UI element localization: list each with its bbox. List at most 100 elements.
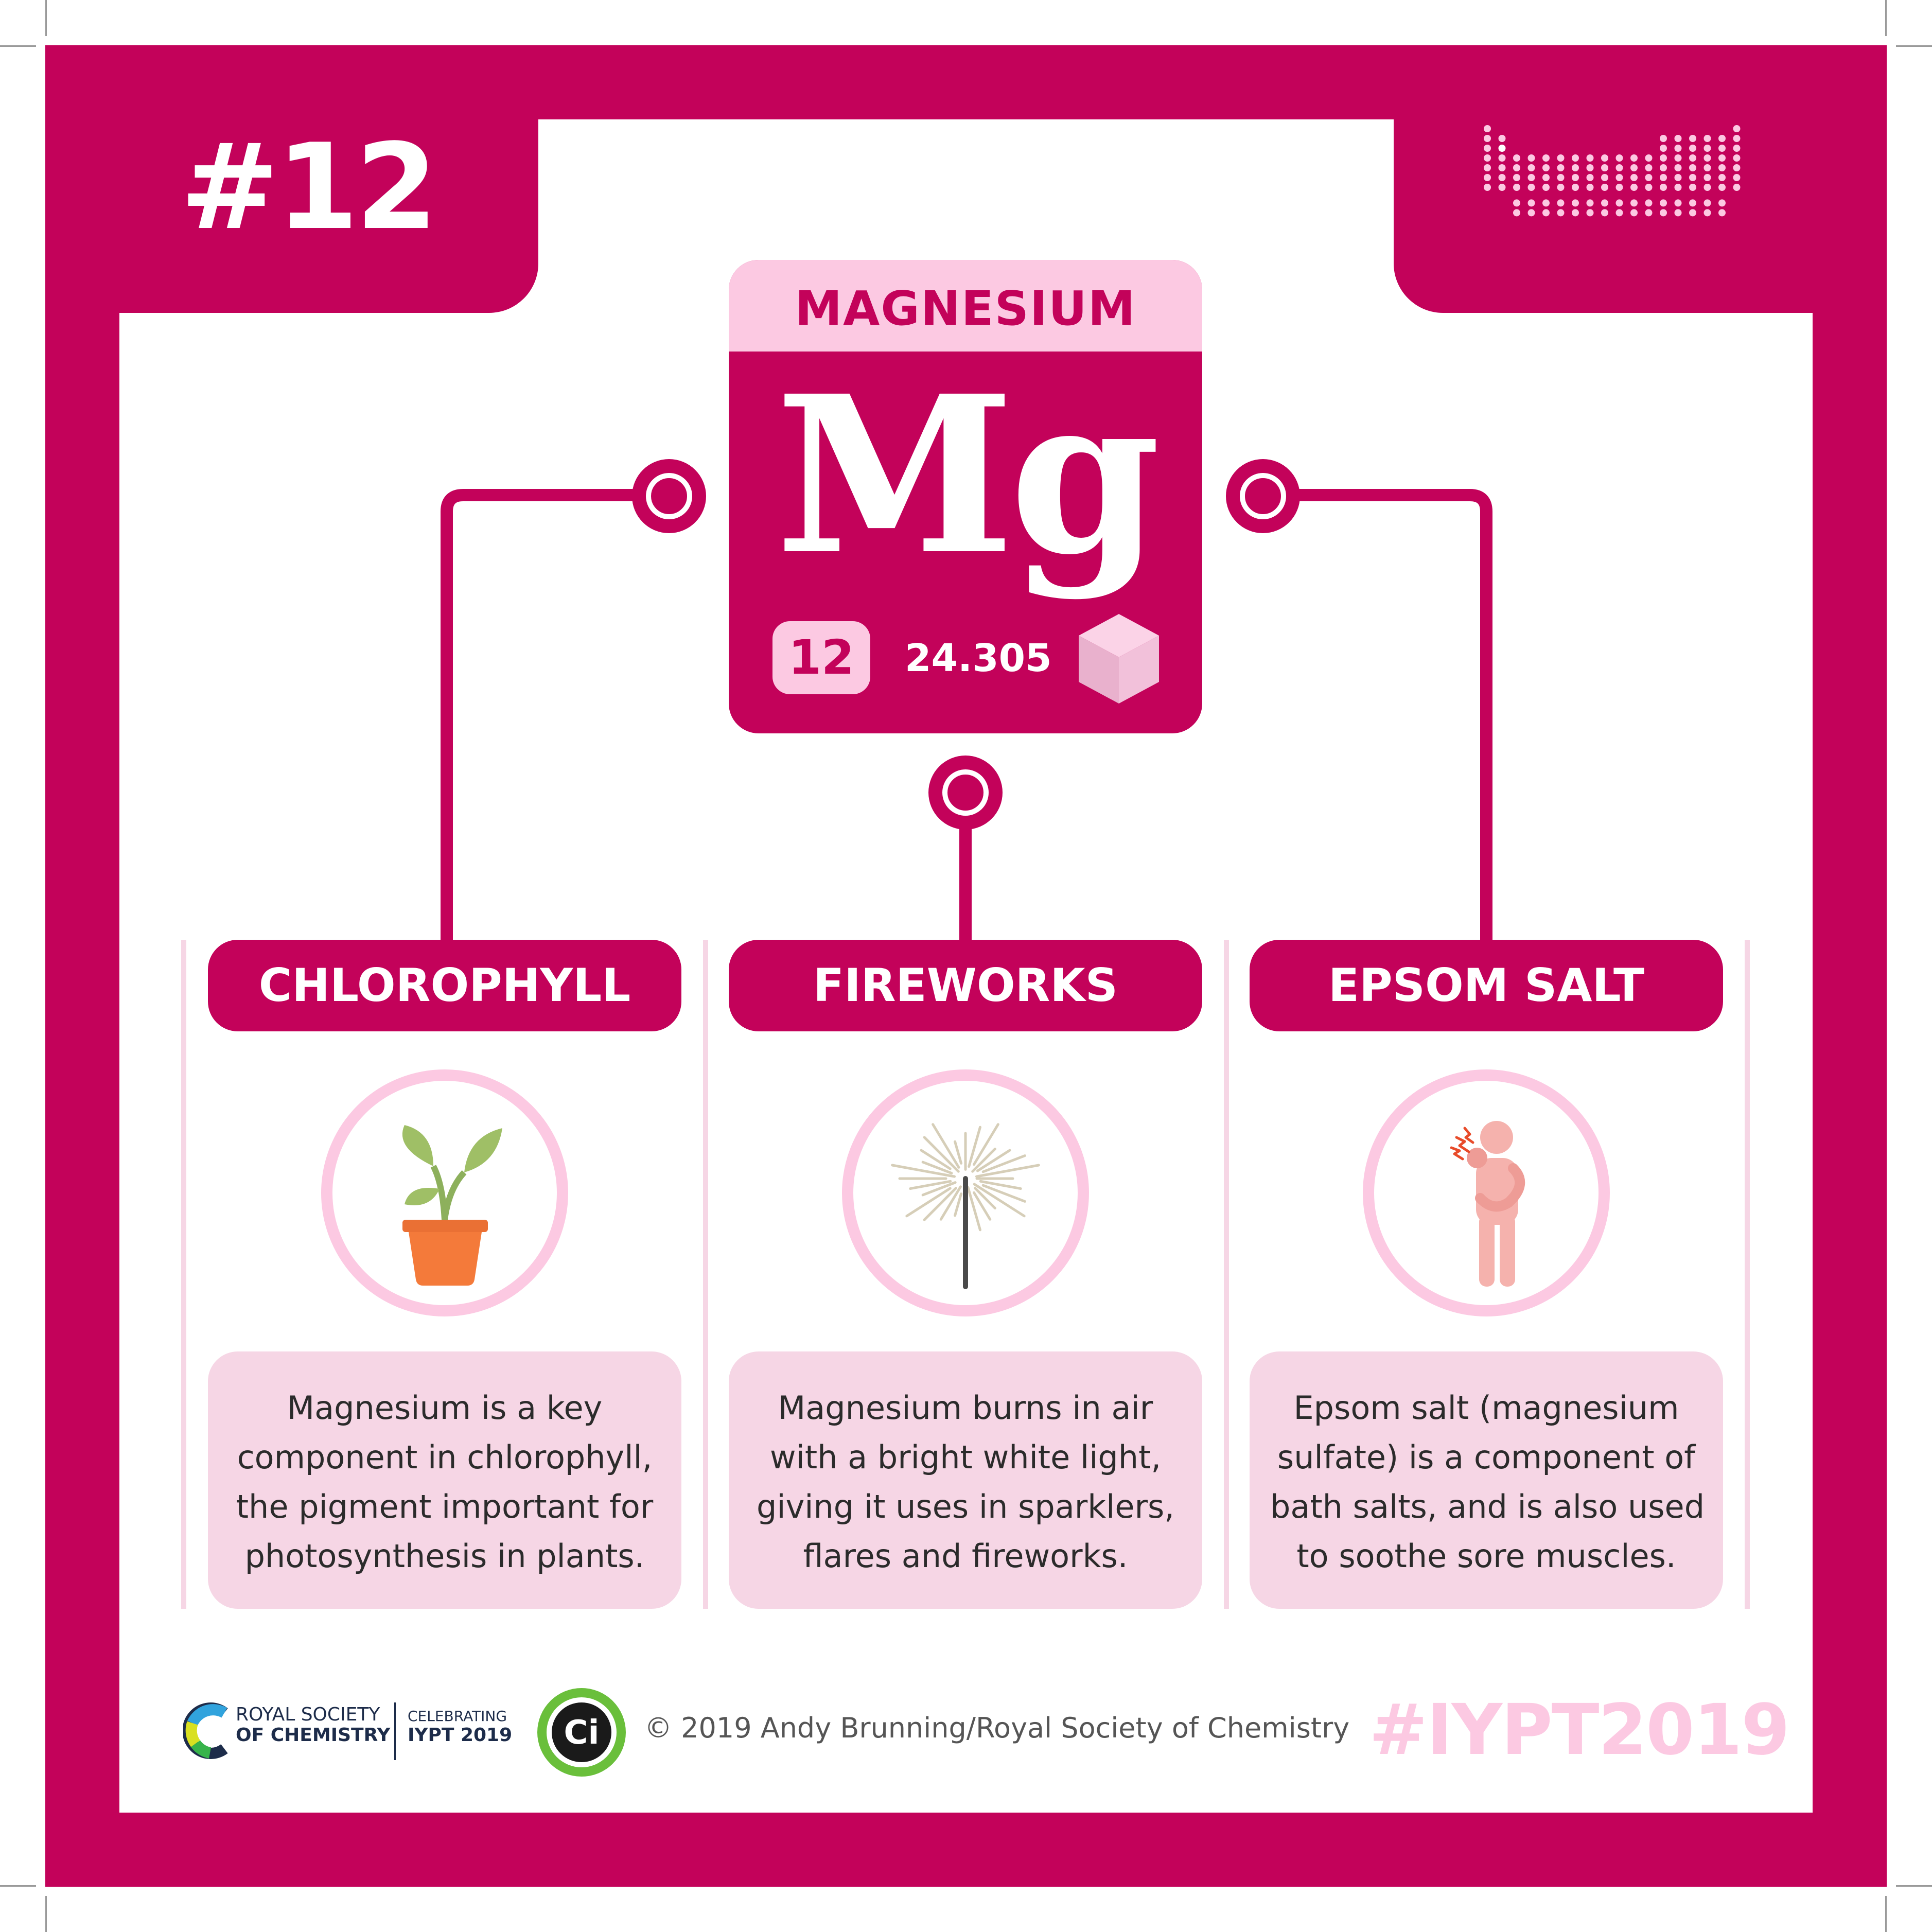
description-box: Epsom salt (magnesium sulfate) is a comp… xyxy=(1250,1351,1723,1609)
corner-tab-left xyxy=(119,119,538,313)
periodic-table-dot xyxy=(1513,154,1520,162)
periodic-table-dot xyxy=(1557,199,1565,207)
column-divider xyxy=(181,940,186,1609)
periodic-table-dot xyxy=(1615,184,1623,191)
periodic-table-dot xyxy=(1484,164,1491,171)
periodic-table-dot xyxy=(1601,174,1608,181)
iypt-label: IYPT 2019 xyxy=(408,1725,513,1746)
periodic-table-dot xyxy=(1733,174,1741,181)
periodic-table-dot xyxy=(1689,135,1696,142)
periodic-table-dot xyxy=(1718,154,1726,162)
periodic-table-dot xyxy=(1586,174,1594,181)
spark-ray xyxy=(979,1180,1022,1190)
periodic-table-dot xyxy=(1733,164,1741,171)
periodic-table-dot xyxy=(1572,174,1579,181)
periodic-table-dot xyxy=(1527,199,1535,207)
periodic-table-dot xyxy=(1527,174,1535,181)
periodic-table-dot xyxy=(1498,174,1506,181)
periodic-table-dot xyxy=(1586,164,1594,171)
periodic-table-dot xyxy=(1498,154,1506,162)
periodic-table-dot xyxy=(1572,184,1579,191)
trim-mark xyxy=(1885,1896,1887,1932)
column-divider xyxy=(1224,940,1229,1609)
trim-mark xyxy=(1896,1885,1932,1887)
spark-ray xyxy=(967,1186,981,1232)
periodic-table-dot xyxy=(1542,154,1550,162)
periodic-table-dot xyxy=(1689,154,1696,162)
periodic-table-dot xyxy=(1703,209,1711,217)
periodic-table-dot xyxy=(1660,145,1667,152)
description-line: Magnesium burns in air xyxy=(778,1389,1153,1427)
periodic-table-dot xyxy=(1615,209,1623,217)
periodic-table-dot xyxy=(1645,164,1653,171)
periodic-table-dot xyxy=(1557,209,1565,217)
periodic-table-dot xyxy=(1484,154,1491,162)
periodic-table-dot xyxy=(1527,164,1535,171)
periodic-table-dot xyxy=(1718,174,1726,181)
periodic-table-dot xyxy=(1674,199,1682,207)
periodic-table-dot xyxy=(1513,174,1520,181)
periodic-table-dot xyxy=(1498,164,1506,171)
element-name: MAGNESIUM xyxy=(795,281,1136,336)
periodic-table-dot xyxy=(1572,154,1579,162)
periodic-table-dot xyxy=(1484,145,1491,152)
periodic-table-dot xyxy=(1615,154,1623,162)
column-header-fireworks: FIREWORKS xyxy=(729,940,1202,1031)
periodic-table-dot xyxy=(1718,199,1726,207)
periodic-table-dot xyxy=(1733,125,1741,132)
ci-logo-text: Ci xyxy=(564,1714,600,1752)
spark-ray xyxy=(976,1149,1011,1172)
description-line: with a bright white light, xyxy=(769,1438,1162,1476)
description-line: flares and fireworks. xyxy=(803,1537,1128,1575)
periodic-table-dot xyxy=(1703,154,1711,162)
description-line: giving it uses in sparklers, xyxy=(757,1488,1174,1525)
column-title: EPSOM SALT xyxy=(1328,959,1645,1012)
spark-ray xyxy=(905,1187,952,1218)
spark-ray xyxy=(973,1183,1026,1218)
spark-ray xyxy=(920,1149,952,1170)
periodic-table-dot xyxy=(1527,209,1535,217)
column-title: FIREWORKS xyxy=(813,959,1118,1012)
description-text: Magnesium burns in air with a bright whi… xyxy=(749,1383,1182,1581)
periodic-table-dot xyxy=(1660,164,1667,171)
periodic-table-dot xyxy=(1660,174,1667,181)
spark-ray xyxy=(954,1192,963,1217)
periodic-table-dot xyxy=(1498,145,1506,152)
spark-ray xyxy=(981,1184,1026,1203)
plant-pot-icon xyxy=(402,1125,502,1286)
periodic-table-dot xyxy=(1586,199,1594,207)
periodic-table-dot xyxy=(1674,145,1682,152)
connector-node-center xyxy=(928,756,1003,830)
periodic-table-dot xyxy=(1630,154,1638,162)
trim-mark xyxy=(1885,0,1887,36)
periodic-table-dot xyxy=(1718,135,1726,142)
spark-ray xyxy=(932,1123,960,1169)
periodic-table-dot xyxy=(1660,209,1667,217)
description-line: to soothe sore muscles. xyxy=(1296,1537,1676,1575)
periodic-table-dot xyxy=(1542,209,1550,217)
periodic-table-dot xyxy=(1601,184,1608,191)
description-line: photosynthesis in plants. xyxy=(244,1537,645,1575)
periodic-table-dot xyxy=(1660,135,1667,142)
column-divider xyxy=(703,940,708,1609)
periodic-table-dot xyxy=(1557,174,1565,181)
periodic-table-dot xyxy=(1674,209,1682,217)
periodic-table-dot xyxy=(1674,154,1682,162)
periodic-table-dot xyxy=(1674,184,1682,191)
periodic-table-dot xyxy=(1733,145,1741,152)
spark-ray xyxy=(921,1161,953,1175)
periodic-table-dot xyxy=(1645,209,1653,217)
periodic-table-dot xyxy=(1660,184,1667,191)
periodic-table-dot xyxy=(1660,199,1667,207)
periodic-table-dot xyxy=(1615,199,1623,207)
sparkler-icon xyxy=(891,1123,1040,1289)
periodic-table-dot xyxy=(1513,209,1520,217)
periodic-table-dot xyxy=(1703,199,1711,207)
periodic-table-dot xyxy=(1601,209,1608,217)
periodic-table-dot xyxy=(1527,184,1535,191)
periodic-table-dot xyxy=(1572,164,1579,171)
spark-ray xyxy=(921,1181,957,1197)
periodic-table-dot xyxy=(1645,174,1653,181)
